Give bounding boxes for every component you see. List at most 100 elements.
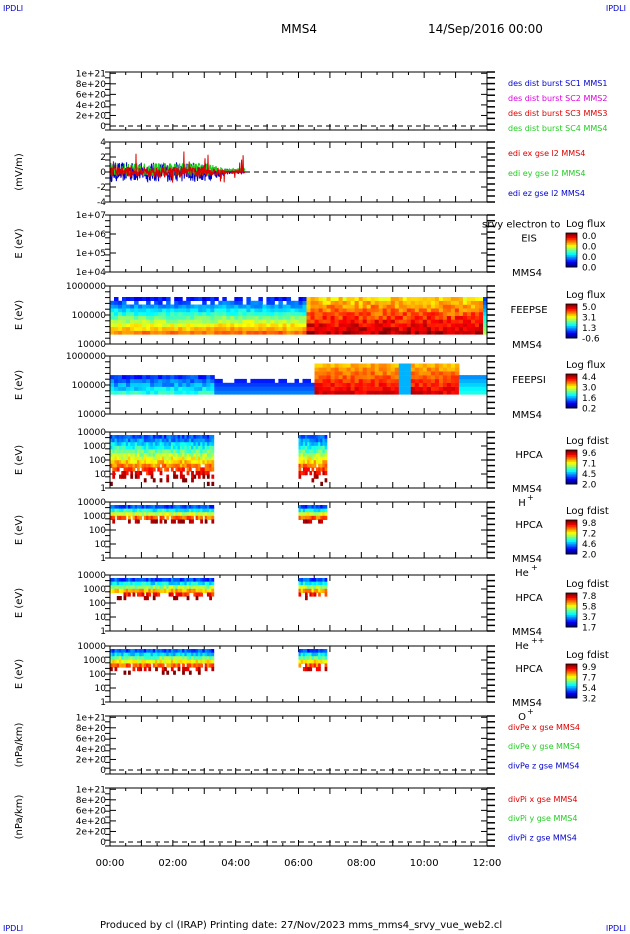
- spectrogram-cell: [202, 297, 207, 301]
- spectrogram-cell: [159, 460, 163, 465]
- spectrogram-cell: [184, 656, 188, 661]
- spectrogram-cell: [194, 308, 199, 313]
- spectrogram-cell: [302, 311, 307, 316]
- spectrogram-cell: [315, 467, 319, 472]
- spectrogram-cell: [326, 326, 332, 331]
- spectrogram-cell: [298, 453, 302, 458]
- spectrogram-cell: [164, 588, 167, 593]
- spectrogram-cell: [184, 453, 188, 458]
- spectrogram-cell: [346, 330, 352, 335]
- spectrogram-cell: [238, 382, 243, 387]
- spectrogram-cell: [362, 390, 368, 395]
- colorbar-segment: [566, 482, 577, 485]
- spectrogram-cell: [148, 460, 152, 465]
- spectrogram-cell: [320, 453, 323, 458]
- spectrogram-cell: [406, 371, 412, 376]
- spectrogram-cell: [386, 390, 392, 395]
- spectrogram-cell: [170, 460, 174, 465]
- spectrogram-cell: [159, 449, 163, 454]
- spectrogram-cell: [274, 308, 279, 313]
- spectrogram-cell: [362, 382, 368, 387]
- spectrogram-cell: [320, 463, 323, 468]
- colorbar-label: 2.0: [582, 550, 597, 560]
- spectrogram-cell: [450, 367, 456, 372]
- spectrogram-cell: [200, 449, 203, 454]
- spectrogram-cell: [157, 442, 161, 447]
- spectrogram-cell: [204, 467, 208, 472]
- spectrogram-cell: [322, 300, 328, 305]
- spectrogram-cell: [128, 659, 131, 664]
- spectrogram-cell: [125, 438, 129, 443]
- colorbar-label: 0.0: [582, 263, 597, 273]
- spectrogram-cell: [150, 382, 155, 387]
- spectrogram-cell: [150, 390, 155, 395]
- spectrogram-cell: [318, 315, 324, 320]
- spectrogram-cell: [318, 390, 324, 395]
- spectrogram-cell: [386, 297, 392, 301]
- spectrogram-cell: [166, 463, 170, 468]
- spectrogram-cell: [164, 467, 167, 472]
- spectrogram-cell: [250, 390, 255, 395]
- spectrogram-cell: [342, 304, 348, 309]
- spectrogram-cell: [402, 371, 408, 376]
- spectrogram-cell: [132, 512, 136, 517]
- spectrogram-cell: [132, 667, 136, 672]
- spectrogram-cell: [138, 315, 143, 320]
- spectrogram-cell: [155, 652, 158, 657]
- panel-frame: [109, 285, 488, 345]
- spectrogram-cell: [300, 512, 304, 517]
- spectrogram-cell: [258, 308, 263, 313]
- spectrogram-cell: [143, 652, 147, 657]
- spectrogram-cell: [186, 442, 190, 447]
- spectrogram-cell: [121, 449, 125, 454]
- spectrogram-cell: [366, 367, 372, 372]
- spectrogram-cell: [134, 323, 139, 328]
- spectrogram-cell: [204, 456, 208, 461]
- y-tick-label: 100: [89, 456, 106, 466]
- spectrogram-cell: [309, 456, 313, 461]
- spectrogram-cell: [202, 659, 206, 664]
- spectrogram-cell: [398, 367, 404, 372]
- colorbar-label: 5.8: [582, 602, 597, 612]
- spectrogram-cell: [366, 304, 372, 309]
- spectrogram-cell: [315, 453, 319, 458]
- spectrogram-cell: [194, 304, 199, 309]
- spectrogram-cell: [200, 467, 203, 472]
- spectrogram-cell: [174, 319, 179, 324]
- spectrogram-cell: [188, 445, 192, 450]
- spectrogram-cell: [300, 435, 304, 440]
- spectrogram-cell: [346, 390, 352, 395]
- spectrogram-cell: [454, 330, 460, 335]
- colorbar-segment: [566, 265, 577, 268]
- spectrogram-cell: [209, 592, 212, 597]
- spectrogram-cell: [374, 371, 380, 376]
- spectrogram-cell: [186, 649, 190, 654]
- spectrogram-cell: [178, 390, 183, 395]
- colorbar-label: 5.4: [582, 684, 597, 694]
- spectrogram-cell: [320, 505, 323, 510]
- spectrogram-cell: [191, 445, 194, 450]
- spectrogram-cell: [238, 386, 243, 391]
- spectrogram-cell: [210, 390, 215, 395]
- spectrogram-cell: [125, 460, 129, 465]
- legend-entry: divPe y gse MMS4: [508, 742, 580, 751]
- instrument-label: HPCA: [515, 593, 543, 604]
- spectrogram-cell: [462, 330, 468, 335]
- spectrogram-cell: [125, 471, 129, 476]
- spectrogram-cell: [278, 308, 283, 313]
- spectrogram-cell: [146, 649, 149, 654]
- spectrogram-cell: [305, 596, 308, 601]
- spectrogram-cell: [182, 378, 187, 383]
- spectrogram-cell: [191, 453, 194, 458]
- spectrogram-cell: [446, 382, 452, 387]
- spectrogram-cell: [300, 505, 304, 510]
- spectrogram-cell: [313, 588, 317, 593]
- spectrogram-cell: [290, 304, 295, 309]
- spectrogram-cell: [166, 460, 170, 465]
- spectrogram-cell: [112, 663, 116, 668]
- spectrogram-cell: [128, 519, 131, 524]
- spectrogram-cell: [143, 445, 147, 450]
- spectrogram-cell: [191, 508, 194, 513]
- spectrogram-cell: [378, 304, 384, 309]
